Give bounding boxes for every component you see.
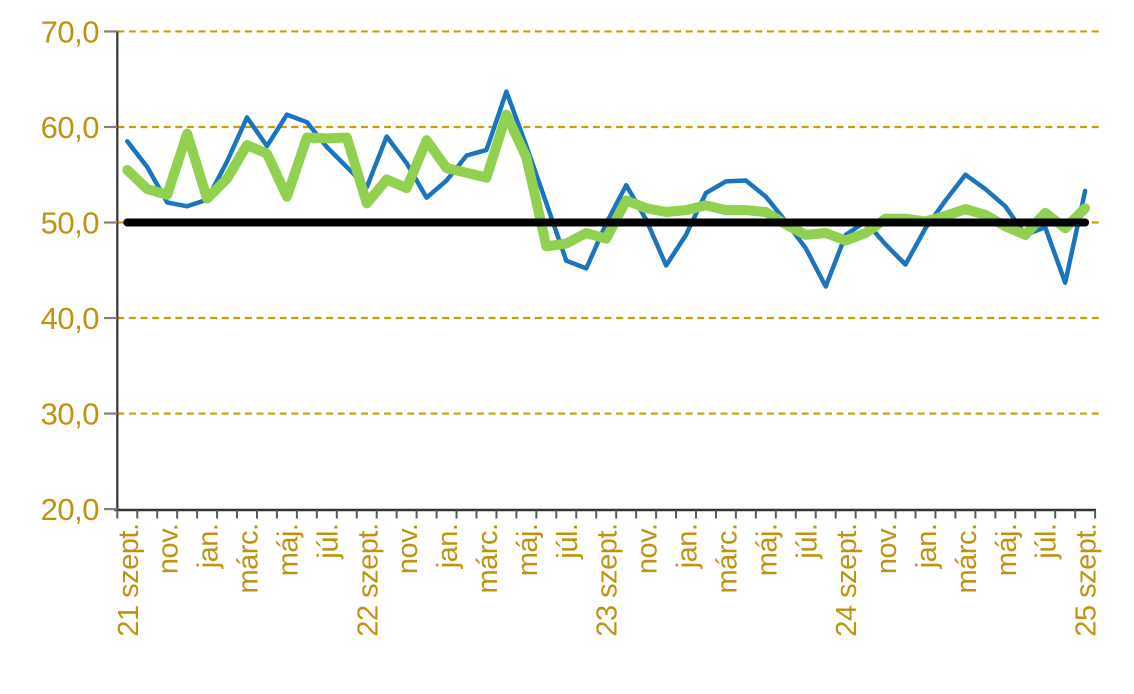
x-axis-tick-label: 21 szept.	[113, 524, 145, 637]
x-axis-tick-label: nov.	[871, 524, 903, 575]
y-axis-tick-label: 50,0	[41, 206, 100, 241]
x-axis-tick-label: máj.	[991, 524, 1023, 577]
x-axis-tick-label: jan.	[432, 524, 464, 570]
x-axis-tick-label: nov.	[392, 524, 424, 575]
y-axis-tick-label: 30,0	[41, 397, 100, 432]
x-axis-tick-label: 23 szept.	[592, 524, 624, 637]
x-axis-tick-label: jan.	[672, 524, 704, 570]
x-axis-tick-label: máj.	[272, 524, 304, 577]
x-axis-tick-label: máj.	[512, 524, 544, 577]
x-axis-tick-label: júl.	[552, 524, 584, 560]
x-axis-tick-label: jan.	[911, 524, 943, 570]
x-axis-tick-label: nov.	[632, 524, 664, 575]
x-axis-tick-label: márc.	[951, 524, 983, 594]
x-axis-tick-label: 24 szept.	[831, 524, 863, 637]
x-axis-tick-label: máj.	[751, 524, 783, 577]
x-axis-tick-label: júl.	[1031, 524, 1063, 560]
series-blue	[125, 89, 1088, 289]
x-axis-tick-label: 25 szept.	[1071, 524, 1103, 637]
x-axis-tick-label: nov.	[153, 524, 185, 575]
y-axis-tick-label: 20,0	[41, 492, 100, 527]
x-axis-tick-label: 22 szept.	[352, 524, 384, 637]
x-axis-tick-label: márc.	[711, 524, 743, 594]
x-axis-tick-label: júl.	[791, 524, 823, 560]
x-axis-tick-label: márc.	[472, 524, 504, 594]
y-axis-tick-label: 70,0	[41, 14, 100, 49]
x-axis-tick-label: jan.	[193, 524, 225, 570]
y-axis-tick-label: 40,0	[41, 301, 100, 336]
y-axis-tick-label: 60,0	[41, 110, 100, 145]
x-axis-tick-label: júl.	[312, 524, 344, 560]
x-axis-tick-label: márc.	[233, 524, 265, 594]
